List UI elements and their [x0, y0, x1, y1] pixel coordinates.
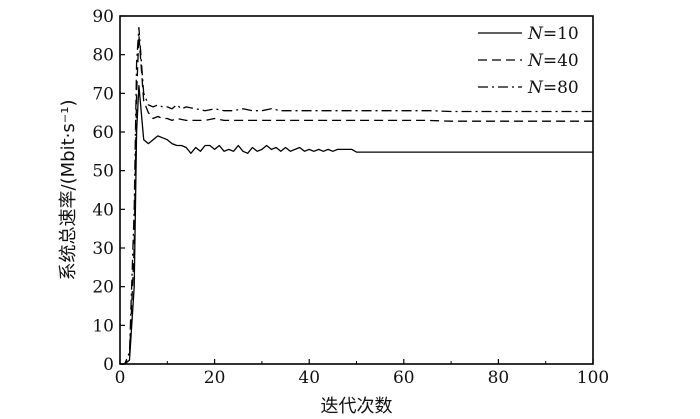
x-tick-label: 60	[393, 368, 415, 388]
y-tick-label: 30	[92, 239, 114, 259]
y-tick-label: 80	[92, 46, 114, 66]
y-tick-label: 10	[92, 316, 114, 336]
tick-layer: 0 20 40 60 80 100 0 10 20 30 40 50 60 70 80 90	[92, 7, 609, 388]
plot-frame	[119, 15, 594, 365]
y-tick-label: 20	[92, 278, 114, 298]
y-tick-label: 90	[92, 7, 114, 27]
series-line-3	[120, 26, 593, 365]
x-tick-label: 20	[204, 368, 226, 388]
y-axis-label: 系统总速率/(Mbit·s⁻¹)	[58, 100, 79, 281]
x-tick-label: 40	[298, 368, 320, 388]
series-layer	[120, 26, 593, 365]
legend-label-1: N=10	[527, 24, 579, 44]
y-tick-label: 60	[92, 123, 114, 143]
legend: N=10 N=40 N=80	[478, 24, 579, 98]
x-tick-label: 100	[577, 368, 609, 388]
x-tick-label: 80	[488, 368, 510, 388]
series-line-1	[120, 84, 593, 365]
y-tick-label: 70	[92, 84, 114, 104]
y-tick-label: 0	[103, 355, 114, 375]
legend-label-3: N=80	[527, 78, 579, 98]
y-tick-label: 40	[92, 200, 114, 220]
x-tick-label: 0	[115, 368, 126, 388]
series-line-2	[120, 34, 593, 365]
y-tick-label: 50	[92, 162, 114, 182]
x-axis-label: 迭代次数	[321, 396, 393, 417]
legend-label-2: N=40	[527, 51, 579, 71]
